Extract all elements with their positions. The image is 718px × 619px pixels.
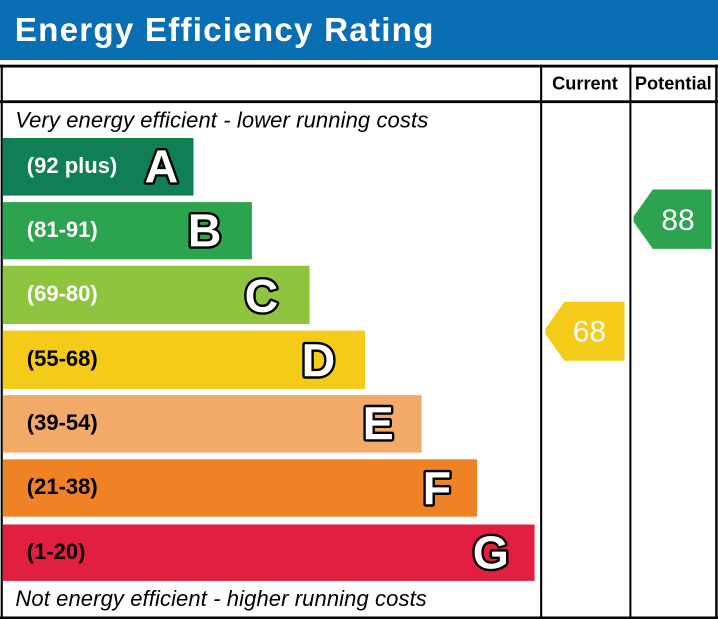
svg-text:Current: Current [552, 74, 618, 94]
svg-text:Potential: Potential [635, 74, 712, 94]
svg-text:(81-91): (81-91) [27, 217, 98, 242]
svg-text:(55-68): (55-68) [27, 346, 98, 371]
svg-text:(92 plus): (92 plus) [27, 153, 117, 178]
svg-text:88: 88 [661, 204, 694, 237]
svg-text:(39-54): (39-54) [27, 410, 98, 435]
svg-text:(21-38): (21-38) [27, 474, 98, 499]
svg-text:Energy Efficiency Rating: Energy Efficiency Rating [15, 12, 435, 49]
svg-text:68: 68 [573, 316, 606, 349]
svg-text:Not energy efficient - higher: Not energy efficient - higher running co… [15, 586, 427, 611]
svg-text:(1-20): (1-20) [27, 539, 86, 564]
svg-text:(69-80): (69-80) [27, 281, 98, 306]
svg-text:Very energy efficient - lower: Very energy efficient - lower running co… [15, 107, 428, 132]
